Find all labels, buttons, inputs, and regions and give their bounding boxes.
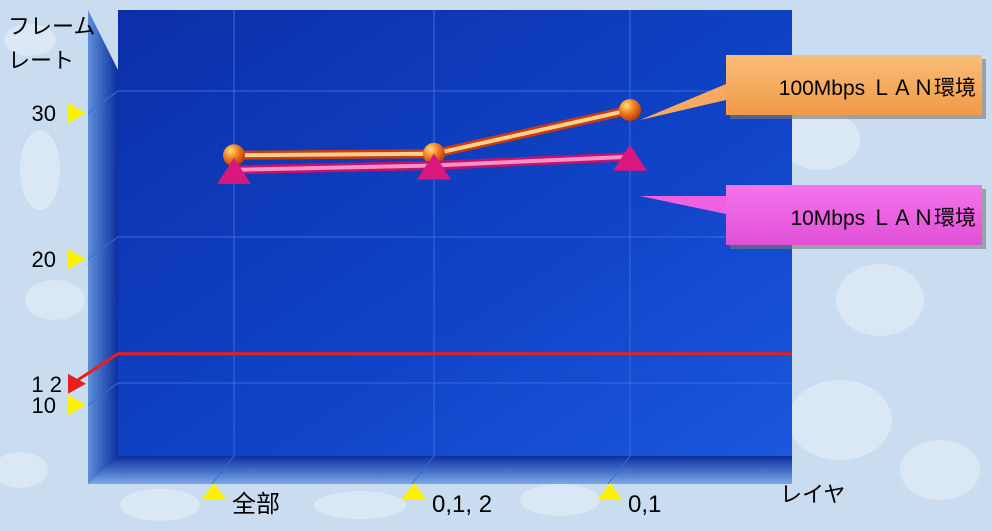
legend-label: 100Mbps ＬＡＮ環境 (779, 77, 976, 100)
y-tick-marker (68, 103, 86, 123)
callout-pointer (640, 196, 726, 214)
x-tick-label: 0,1, 2 (432, 491, 492, 518)
x-tick-marker (598, 483, 622, 499)
gridline-floor (411, 455, 435, 485)
texture-blotch (20, 130, 60, 210)
gridline-wall (87, 382, 119, 406)
texture-blotch (788, 380, 892, 460)
x-tick-marker (402, 483, 426, 499)
gridline-wall (87, 90, 119, 114)
series-group (217, 98, 647, 184)
y-axis-title: レート (8, 48, 74, 73)
y-tick-marker (68, 395, 86, 415)
x-tick-label: 0,1 (628, 491, 661, 518)
threshold-line: 1 2 (31, 352, 792, 397)
data-point-triangle (613, 144, 647, 171)
gridline-wall (87, 236, 119, 260)
texture-blotch (900, 440, 980, 500)
x-tick-label: 全部 (232, 491, 280, 518)
y-axis-title: フレーム (8, 14, 95, 39)
gridline-floor (211, 455, 235, 485)
y-tick-label: 10 (32, 393, 56, 418)
texture-blotch (520, 484, 600, 516)
data-point-triangle (417, 153, 451, 180)
legend-callouts: 100Mbps ＬＡＮ環境 10Mbps ＬＡＮ環境 (640, 55, 986, 249)
y-tick-label: 30 (32, 101, 56, 126)
plot-back-wall (118, 10, 792, 456)
x-axis-title: レイヤ (780, 482, 845, 507)
texture-blotch (0, 452, 48, 488)
plot-left-wall (88, 10, 118, 484)
data-point-circle (223, 144, 245, 167)
x-tick-marker (202, 483, 226, 499)
threshold-label: 1 2 (31, 372, 62, 397)
legend-label: 10Mbps ＬＡＮ環境 (790, 207, 976, 230)
threshold-line-path (71, 352, 792, 386)
data-point-circle (619, 98, 641, 121)
texture-blotch (25, 280, 85, 320)
grid-lines (87, 10, 792, 485)
x-axis: 全部 0,1, 2 0,1 レイヤ (202, 482, 845, 518)
y-tick-label: 20 (32, 247, 56, 272)
texture-blotch (120, 489, 200, 521)
callout-pointer (640, 84, 726, 120)
data-point-triangle (217, 157, 251, 184)
gridline-floor (607, 455, 631, 485)
texture-blotch (314, 491, 406, 519)
callout-box (726, 185, 982, 245)
texture-blotch (780, 110, 860, 170)
threshold-marker (68, 373, 86, 394)
background-texture (0, 24, 980, 521)
plot-floor (88, 456, 792, 484)
y-tick-marker (68, 249, 86, 269)
texture-blotch (4, 24, 56, 56)
callout-box (726, 55, 982, 115)
texture-blotch (836, 264, 924, 336)
